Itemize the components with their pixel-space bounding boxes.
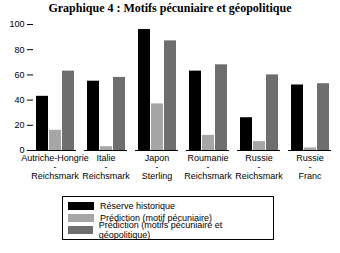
svg-text:Japon-Sterling: Japon-Sterling <box>142 153 173 181</box>
html-text:Réserve historique: Réserve historique <box>100 201 175 211</box>
svg-text:Italie-Reichsmark: Italie-Reichsmark <box>82 153 130 181</box>
svg-text:0: 0 <box>19 145 24 155</box>
html-text:Prédiction (motif pécuniaire): Prédiction (motif pécuniaire) <box>100 213 213 223</box>
svg-text:Russie-Franc: Russie-Franc <box>296 153 324 181</box>
svg-text:60: 60 <box>14 70 24 80</box>
html-text:Graphique 4 : Motifs pécuniair: Graphique 4 : Motifs pécuniaire et géopo… <box>48 1 292 15</box>
svg-text:100: 100 <box>9 19 24 29</box>
svg-text:20: 20 <box>14 120 24 130</box>
svg-text:Russie-Reichsmark: Russie-Reichsmark <box>235 153 283 181</box>
svg-text:80: 80 <box>14 45 24 55</box>
svg-text:40: 40 <box>14 95 24 105</box>
html-text:Prédiction (motifs pécuniaire: Prédiction (motifs pécuniaire et géopoli… <box>98 220 223 240</box>
svg-text:Roumanie-Reichsmark: Roumanie-Reichsmark <box>184 153 232 181</box>
svg-text:Autriche-Hongrie-Reichsmark: Autriche-Hongrie-Reichsmark <box>21 153 89 181</box>
